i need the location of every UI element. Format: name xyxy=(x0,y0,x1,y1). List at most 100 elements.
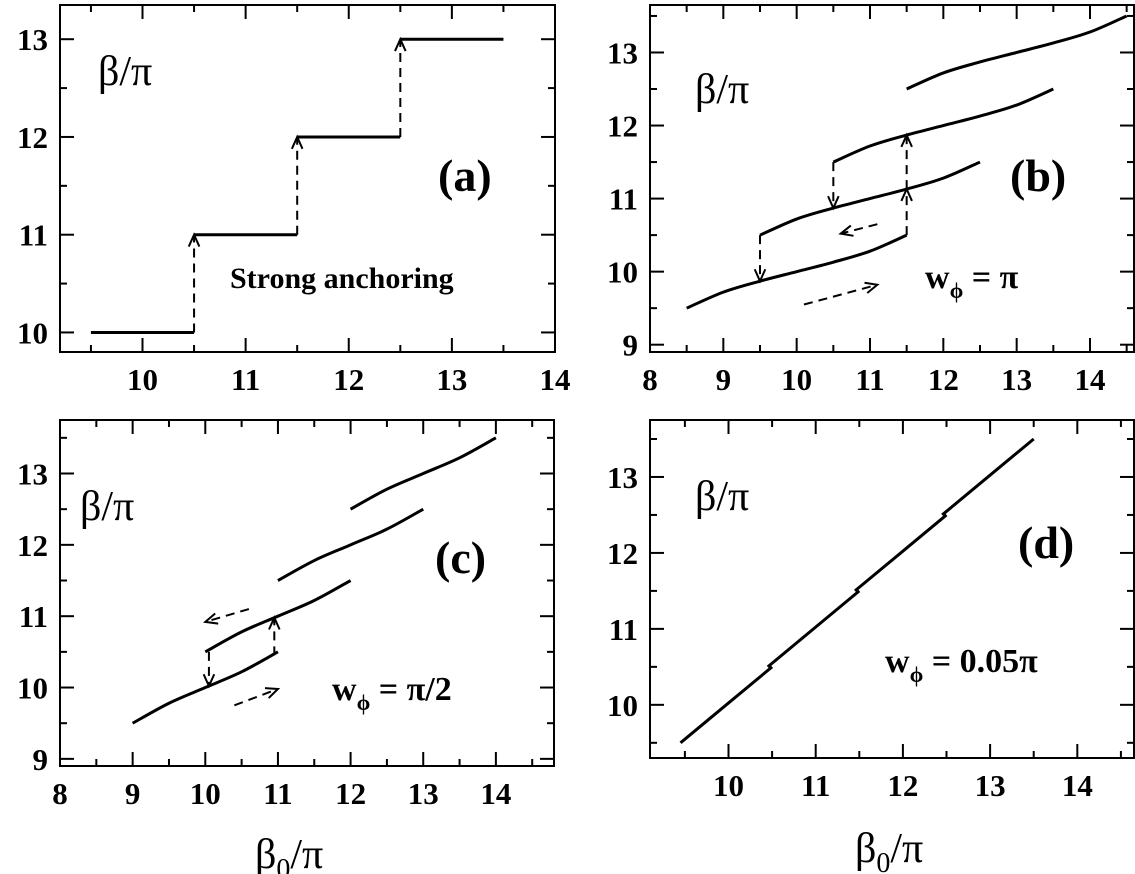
panel-c-x-tick-label: 8 xyxy=(52,776,68,811)
panel-c-annotation-sub: ϕ xyxy=(357,690,371,715)
panel-a-x-tick-label: 12 xyxy=(333,362,364,397)
panel-c-annotation: wϕ = π/2 xyxy=(332,671,452,715)
panel-b-y-tick-label: 12 xyxy=(607,109,638,144)
panel-c-y-tick-label: 13 xyxy=(17,457,48,492)
panel-d-y-tick-labels: 10 11 12 13 xyxy=(607,460,638,723)
panel-b-y-tick-labels: 9 10 11 12 13 xyxy=(607,35,638,362)
panel-d-x-tick-label: 12 xyxy=(887,768,918,803)
panel-a-y-tick-label: 11 xyxy=(19,218,48,253)
panel-b-ticks xyxy=(650,5,1134,352)
panel-c-y-tick-labels: 9 10 11 12 13 xyxy=(17,457,48,777)
panel-c-x-tick-label: 10 xyxy=(190,776,221,811)
panel-c-x-tick-label: 13 xyxy=(408,776,439,811)
panel-d-x-title: β0/π xyxy=(855,826,923,874)
panel-d-branch-4 xyxy=(941,437,1035,517)
panel-b-y-tick-label: 9 xyxy=(623,328,639,363)
panel-c-x-title: β0/π xyxy=(255,832,323,874)
panel-d: 10 11 12 13 14 10 11 12 13 β/π (d) wϕ = 0.05π β… xyxy=(607,419,1135,874)
panel-d-annotation-rest: = 0.05π xyxy=(923,643,1038,680)
panel-b-y-tick-label: 10 xyxy=(607,255,638,290)
panel-d-marks xyxy=(679,437,1035,744)
panel-a-x-tick-label: 10 xyxy=(127,362,158,397)
panel-b-x-tick-label: 13 xyxy=(1001,362,1032,397)
panel-b-x-tick-label: 11 xyxy=(855,362,884,397)
panel-a-arrow-head-2 xyxy=(290,134,304,150)
panel-c-x-tick-label: 12 xyxy=(335,776,366,811)
panel-d-x-tick-label: 14 xyxy=(1062,768,1093,803)
panel-c-x-tick-labels: 8 9 10 11 12 13 14 xyxy=(52,776,511,811)
panel-b-annotation: wϕ = π xyxy=(925,259,1019,303)
panel-d-x-tick-label: 10 xyxy=(713,768,744,803)
panel-a-x-tick-label: 11 xyxy=(231,362,260,397)
panel-c-frame xyxy=(59,419,555,767)
panel-d-x-tick-label: 13 xyxy=(975,768,1006,803)
panel-b-arrow-head-6 xyxy=(864,281,880,294)
panel-b-arrow-head-4 xyxy=(753,268,767,284)
panel-b-branch-1 xyxy=(686,233,908,310)
panel-d-branch-3 xyxy=(853,513,948,593)
panel-a-y-tick-label: 13 xyxy=(17,22,48,57)
panel-b-annotation-rest: = π xyxy=(963,259,1018,296)
panel-c-branch-2 xyxy=(204,579,352,654)
panel-c-branch-1 xyxy=(131,650,279,725)
panel-c-branch-3 xyxy=(277,507,424,582)
panel-c-annotation-rest: = π/2 xyxy=(370,671,451,708)
panel-a-frame xyxy=(59,4,556,353)
panel-a-y-title: β/π xyxy=(98,49,152,95)
panel-c-x-tick-label: 11 xyxy=(263,776,292,811)
panel-d-frame xyxy=(649,419,1135,759)
panel-a-x-tick-label: 14 xyxy=(540,362,571,397)
panel-c-arrow-3 xyxy=(205,608,250,623)
panel-a-marks xyxy=(90,36,504,334)
panel-c-arrow-head-2 xyxy=(202,673,216,689)
panel-d-y-title: β/π xyxy=(695,474,749,520)
panel-d-annotation-sub: ϕ xyxy=(910,662,924,687)
panel-d-x-title-sub: 0 xyxy=(876,848,890,874)
panel-b-arrow-head-5 xyxy=(838,224,854,237)
panel-d-label: (d) xyxy=(1018,517,1074,568)
panel-a-x-tick-label: 13 xyxy=(436,362,467,397)
panel-b-annotation-w: w xyxy=(925,259,950,296)
panel-c-y-title: β/π xyxy=(80,484,134,530)
panel-d-y-tick-label: 10 xyxy=(607,688,638,723)
panel-b-y-title: β/π xyxy=(695,67,749,113)
panel-b-x-tick-label: 9 xyxy=(716,362,732,397)
panel-d-x-tick-label: 11 xyxy=(801,768,830,803)
panel-d-annotation: wϕ = 0.05π xyxy=(885,643,1038,687)
panel-c-label: (c) xyxy=(435,532,486,583)
panel-d-y-tick-label: 11 xyxy=(609,612,638,647)
panel-d-branch-1 xyxy=(679,665,774,744)
panel-b-arrow-5 xyxy=(840,223,878,235)
panel-b-arrow-head-3 xyxy=(827,195,840,211)
panel-b-annotation-sub: ϕ xyxy=(950,278,964,303)
panel-b-marks xyxy=(686,14,1128,310)
panel-c-arrow-4 xyxy=(234,688,279,707)
panel-c-x-title-rest: /π xyxy=(290,832,323,874)
panel-a-y-tick-label: 12 xyxy=(17,120,48,155)
panel-b-label: (b) xyxy=(1010,150,1066,201)
panel-d-x-title-rest: /π xyxy=(890,826,923,872)
panel-b-x-tick-label: 8 xyxy=(642,362,658,397)
panel-c-arrow-head-4 xyxy=(264,687,281,699)
panel-c-x-title-beta: β xyxy=(255,832,276,874)
panel-b-arrow-head-1 xyxy=(900,186,913,202)
panel-d-annotation-w: w xyxy=(885,643,910,680)
panel-a: 10 11 12 13 14 10 11 12 13 β/π (a) Strong ancho… xyxy=(17,4,571,397)
panel-b-branch-2 xyxy=(759,160,981,237)
panel-c-arrow-head-3 xyxy=(202,612,219,625)
panel-a-x-tick-labels: 10 11 12 13 14 xyxy=(127,362,571,397)
panel-b-x-tick-label: 14 xyxy=(1075,362,1106,397)
panel-b-x-tick-label: 10 xyxy=(781,362,812,397)
panel-c-x-tick-label: 14 xyxy=(480,776,511,811)
panel-a-arrow-head-1 xyxy=(187,232,201,247)
panel-c-annotation-w: w xyxy=(332,671,357,708)
panel-c-branch-4 xyxy=(349,436,497,511)
panel-a-arrow-head-3 xyxy=(394,36,407,52)
panel-a-annotation: Strong anchoring xyxy=(230,262,454,295)
panel-a-y-tick-labels: 10 11 12 13 xyxy=(17,22,48,350)
panel-c-y-tick-label: 10 xyxy=(17,671,48,706)
panel-b-arrow-6 xyxy=(803,283,878,306)
panel-b-branch-4 xyxy=(906,14,1128,91)
